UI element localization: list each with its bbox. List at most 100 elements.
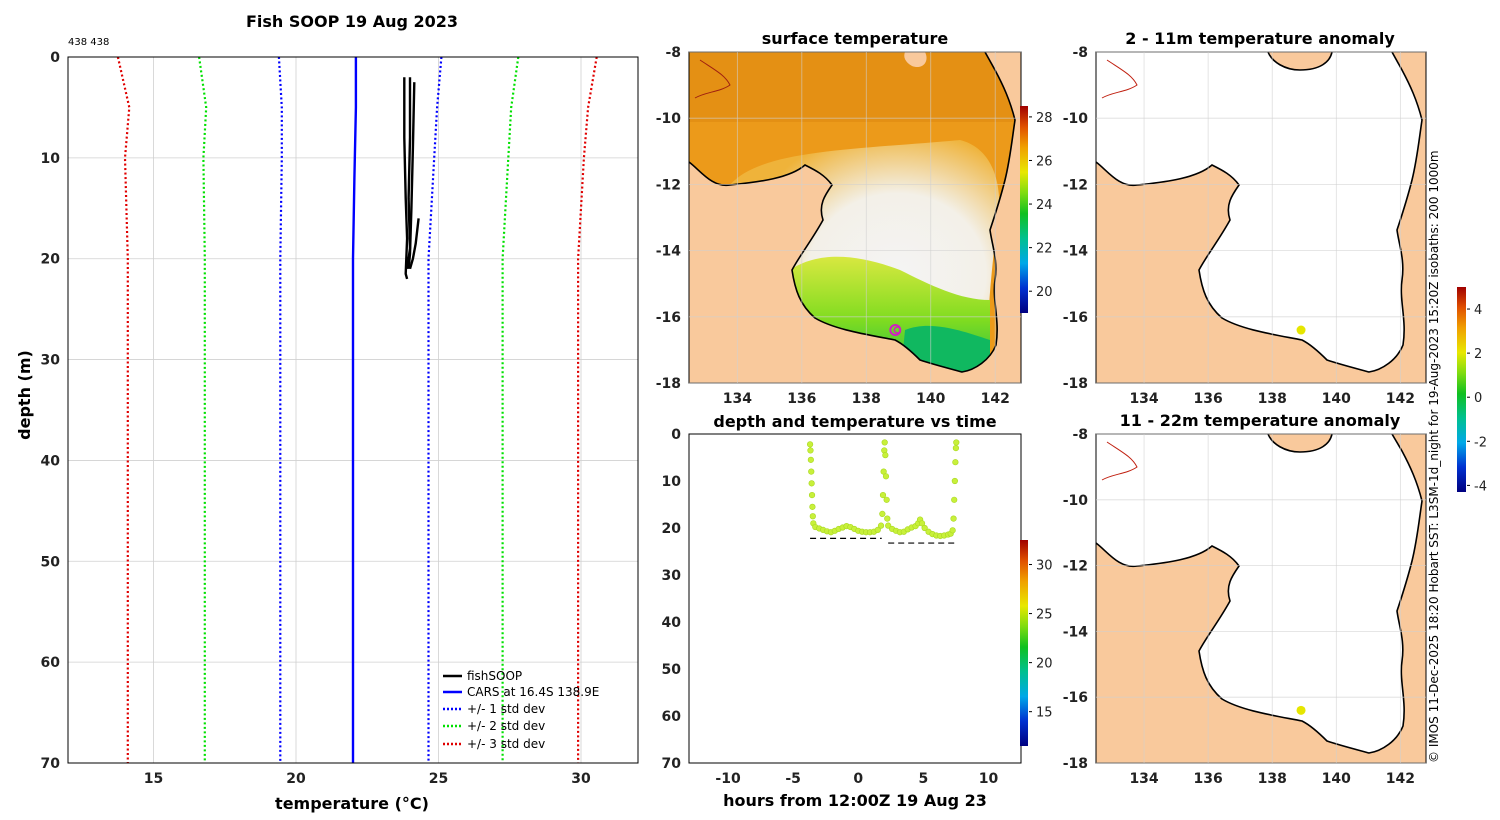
anom1-lat-label: -18 (1063, 376, 1088, 392)
depth-point (918, 520, 926, 527)
timeseries-points (806, 439, 960, 544)
anomaly2-coastline (1096, 434, 1423, 754)
depth-point (808, 468, 815, 475)
anomaly1-station-marker (1296, 325, 1306, 335)
sst-colorbar-ticks: 20 22 24 26 28 (1029, 111, 1053, 300)
std-line-left-3 (198, 56, 208, 763)
credit-text: © IMOS 11-Dec-2025 18:20 Hobart SST: L3S… (1427, 150, 1441, 763)
profile-xtick-label: 30 (571, 771, 591, 787)
colorbar-tick-label: 15 (1036, 706, 1053, 721)
surface-ticks: 134 136 138 140 142 -8 -10 -12 -14 -16 -18 (656, 45, 1021, 407)
timeseries-xtick-label: 5 (918, 771, 928, 787)
profile-ticks: 15 20 25 30 0 10 20 30 40 50 60 70 (41, 50, 591, 787)
timeseries-ytick-label: 40 (662, 615, 682, 631)
profile-annotation: 438 438 (68, 37, 109, 48)
legend-std3: +/- 3 std dev (467, 737, 545, 751)
timeseries-ytick-label: 70 (662, 756, 682, 772)
timeseries-xtick-label: 10 (979, 771, 999, 787)
anom1-lon-label: 134 (1129, 391, 1158, 407)
depth-point (921, 524, 928, 532)
depth-point (879, 510, 886, 518)
anom2-lat-label: -18 (1063, 756, 1088, 772)
surface-lon-label: 138 (852, 391, 881, 407)
profile-ytick-label: 20 (41, 252, 61, 268)
depth-point (808, 492, 816, 499)
surface-title: surface temperature (762, 29, 949, 48)
profile-xlabel: temperature (°C) (275, 794, 429, 813)
sst-colorbar (1020, 106, 1028, 313)
std-line-right-4 (576, 56, 598, 763)
profile-ytick-label: 50 (41, 554, 61, 570)
surface-isobath (694, 59, 731, 99)
depth-point (807, 456, 814, 463)
timeseries-ytick-label: 0 (671, 427, 681, 443)
anom2-lat-label: -14 (1063, 624, 1089, 640)
depth-point (808, 480, 815, 487)
anom2-lat-label: -16 (1063, 690, 1088, 706)
colorbar-tick-label: 26 (1036, 154, 1053, 169)
legend-cars: CARS at 16.4S 138.9E (467, 685, 599, 699)
profile-series (116, 56, 598, 763)
surface-map (689, 52, 1021, 383)
std-line-right-3 (501, 56, 520, 763)
depth-point (807, 447, 814, 454)
anomaly1-title: 2 - 11m temperature anomaly (1125, 29, 1395, 48)
std-line-right-2 (427, 56, 443, 763)
profile-ytick-label: 30 (41, 353, 61, 369)
timeseries-ytick-label: 20 (662, 521, 682, 537)
colorbar-tick-label: -4 (1474, 479, 1487, 494)
surface-lat-label: -16 (656, 310, 681, 326)
anom1-lat-label: -12 (1063, 177, 1088, 193)
anomaly2-panel: 11 - 22m temperature anomaly 134 136 138 14… (1063, 411, 1427, 787)
colorbar-tick-label: 4 (1474, 303, 1482, 318)
depth-point (953, 439, 960, 446)
profile-panel: Fish SOOP 19 Aug 2023 438 438 15 20 25 3001… (15, 12, 639, 813)
surface-station-marker (889, 324, 902, 337)
profile-ytick-label: 40 (41, 453, 61, 469)
anomaly1-ticks: 134 136 138 140 142 -8 -10 -12 -14 -16 -18 (1063, 45, 1426, 407)
surface-lat-label: -10 (656, 111, 682, 127)
profile-ytick-label: 60 (41, 655, 61, 671)
anom2-lat-label: -8 (1072, 427, 1088, 443)
sst-north-band (689, 52, 1021, 122)
fishsoop-profile-line (408, 218, 420, 270)
anom1-lat-label: -16 (1063, 310, 1088, 326)
anomaly1-panel: 2 - 11m temperature anomaly 134 136 138 140… (1063, 29, 1427, 407)
depth-point (806, 441, 814, 448)
anomaly2-map (1096, 434, 1426, 763)
station-marker-dot (1296, 325, 1306, 335)
timeseries-colorbar (1020, 540, 1028, 746)
timeseries-xtick-label: -5 (785, 771, 801, 787)
surface-coastline (689, 52, 1016, 373)
station-marker-dot (1296, 705, 1306, 715)
timeseries-xtick-label: 0 (853, 771, 863, 787)
colorbar-tick-label: 30 (1036, 559, 1053, 574)
timeseries-ytick-label: 30 (662, 568, 682, 584)
colorbar-tick-label: 22 (1036, 242, 1053, 257)
surface-lat-label: -18 (656, 376, 681, 392)
colorbar-tick-label: 0 (1474, 391, 1482, 406)
colorbar-tick-label: 25 (1036, 608, 1053, 623)
profile-xtick-label: 25 (429, 771, 448, 787)
anomaly2-land-north (1268, 434, 1332, 452)
anom1-lat-label: -8 (1072, 45, 1088, 61)
timeseries-ytick-label: 50 (662, 662, 682, 678)
anomaly2-ticks: 134 136 138 140 142 -8 -10 -12 -14 -16 -18 (1063, 427, 1426, 787)
depth-point (950, 515, 957, 522)
timeseries-colorbar-ticks: 15 20 25 30 (1029, 559, 1053, 721)
depth-point (883, 496, 890, 503)
anomaly1-map (1096, 52, 1426, 383)
depth-point (882, 452, 889, 459)
depth-point (877, 522, 885, 529)
anom2-lon-label: 136 (1194, 771, 1223, 787)
profile-legend: fishSOOP CARS at 16.4S 138.9E +/- 1 std … (443, 669, 599, 751)
legend-fishsoop: fishSOOP (467, 669, 522, 683)
colorbar-tick-label: 2 (1474, 347, 1482, 362)
std-line-left-4 (116, 56, 131, 763)
anom1-lon-label: 136 (1194, 391, 1223, 407)
timeseries-panel: depth and temperature vs time -10 -5 0 5 10 0… (662, 412, 1053, 810)
surface-lat-label: -14 (656, 244, 682, 260)
anomaly-colorbar (1457, 287, 1466, 492)
depth-point (951, 477, 958, 485)
anomaly2-land-south (1096, 434, 1426, 763)
